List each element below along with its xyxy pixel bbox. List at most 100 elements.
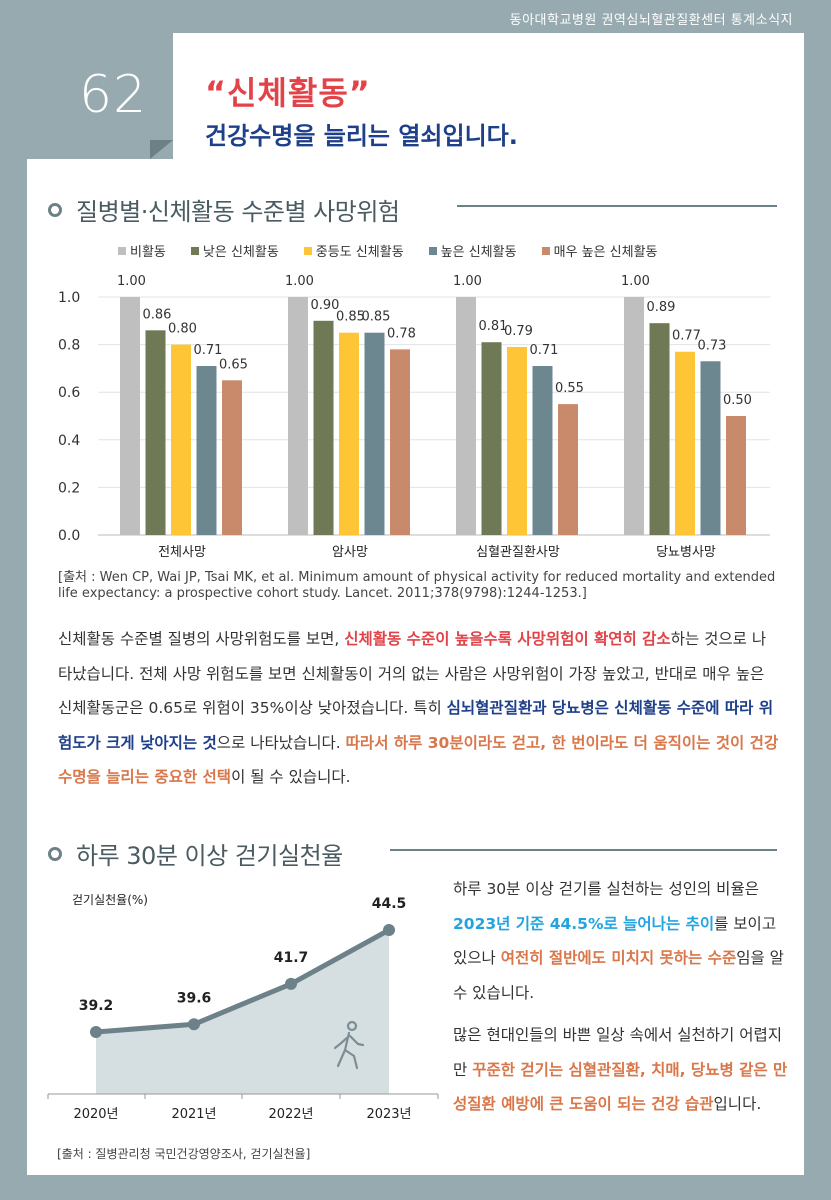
x-category-label: 2021년	[171, 1107, 216, 1122]
legend-label: 높은 신체활동	[440, 245, 517, 260]
body-text: 하루 30분 이상 걷기를 실천하는 성인의 비율은	[453, 880, 759, 898]
head-shape	[346, 1020, 358, 1032]
bar-value-label: 0.81	[479, 319, 508, 334]
bar	[364, 332, 385, 535]
legend-item: 낮은 신체활동	[190, 241, 279, 260]
bar	[390, 349, 410, 535]
bar-value-label: 0.77	[672, 329, 701, 344]
bar-value-label: 0.71	[194, 343, 223, 358]
legend-item: 중등도 신체활동	[303, 241, 404, 260]
data-value-label: 41.7	[274, 950, 309, 966]
y-tick-label: 0.0	[58, 528, 80, 544]
bar-value-label: 0.89	[647, 300, 676, 315]
x-category-label: 2022년	[268, 1107, 313, 1122]
bar-value-label: 1.00	[285, 274, 314, 289]
bar	[313, 320, 334, 535]
bar-value-label: 0.55	[555, 381, 584, 396]
bar-value-label: 0.85	[362, 310, 391, 325]
bar-value-label: 0.65	[219, 357, 248, 372]
data-value-label: 39.2	[79, 998, 114, 1014]
bar	[288, 297, 308, 535]
bar-value-label: 0.90	[311, 298, 340, 313]
mortality-bar-chart: 0.00.20.40.60.81.01.000.860.800.710.65전체…	[58, 274, 770, 560]
bar	[222, 380, 242, 535]
x-category-label: 전체사망	[158, 545, 206, 560]
bar	[481, 342, 502, 535]
body-text: 를 보이고 있으나	[453, 914, 777, 968]
highlight-text: 신체활동 수준이 높을수록 사망위험이 확연히 감소	[344, 630, 671, 648]
x-category-label: 2020년	[73, 1107, 118, 1122]
bar	[675, 351, 695, 535]
section2-heading: 하루 30분 이상 걷기실천율	[48, 836, 343, 871]
bar	[339, 332, 359, 535]
section1-rule	[457, 205, 777, 207]
body-text: 이 될 수 있습니다.	[231, 768, 351, 786]
data-point	[285, 977, 297, 990]
main-subtitle: 건강수명을 늘리는 열쇠입니다.	[205, 122, 518, 150]
section2-title: 하루 30분 이상 걷기실천율	[76, 842, 343, 870]
legend-swatch	[303, 246, 312, 255]
bar	[726, 416, 746, 535]
body-text: 임을 알 수 있습니다.	[453, 949, 784, 1002]
x-category-label: 2023년	[366, 1107, 411, 1122]
y-tick-label: 1.0	[58, 290, 80, 306]
highlight-text: 꾸준한 걷기는 심혈관질환, 치매, 당뇨병 같은 만성질환 예방에 큰 도움이…	[453, 1060, 788, 1114]
highlight-text: 2023년 기준 44.5%로 늘어나는 추이	[453, 914, 715, 933]
x-category-label: 암사망	[332, 545, 368, 560]
x-category-label: 심혈관질환사망	[476, 545, 560, 560]
highlight-text: 심뇌혈관질환과 당뇨병은 신체활동 수준에 따라 위험도가 크게 낮아지는 것	[58, 699, 774, 752]
legend-swatch	[428, 246, 437, 255]
body-text: 많은 현대인들의 바쁜 일상 속에서 실천하기 어렵지만	[453, 1026, 783, 1079]
page-sheet	[27, 33, 804, 1175]
y-axis-label: 걷기실천율(%)	[72, 892, 148, 907]
body-shape	[333, 1031, 365, 1070]
bar	[700, 361, 721, 535]
highlight-text: 따라서 하루 30분이라도 걷고, 한 번이라도 더 움직이는 것이 건강수명을…	[58, 733, 779, 787]
bar	[532, 366, 553, 535]
y-tick-label: 0.2	[58, 480, 80, 496]
page-fold-corner	[150, 140, 173, 159]
chart2-source: [출처 : 질병관리청 국민건강영양조사, 걷기실천율]	[57, 1147, 311, 1161]
bar	[120, 297, 140, 535]
bullet-icon	[48, 846, 62, 861]
chart1-source: [출처 : Wen CP, Wai JP, Tsai MK, et al. Mi…	[58, 570, 776, 601]
bullet-icon	[48, 202, 62, 217]
legend-label: 비활동	[130, 245, 166, 260]
data-point	[188, 1018, 200, 1031]
paragraph-3: 많은 현대인들의 바쁜 일상 속에서 실천하기 어렵지만 꾸준한 걷기는 심혈관…	[453, 1018, 793, 1122]
data-point	[383, 924, 395, 936]
bar	[649, 323, 670, 535]
legend-label: 매우 높은 신체활동	[553, 245, 658, 260]
bar-value-label: 0.86	[143, 307, 172, 322]
y-tick-label: 0.4	[58, 433, 80, 449]
x-category-label: 당뇨병사망	[656, 545, 716, 560]
main-title: “신체활동”	[205, 74, 371, 112]
y-tick-label: 0.8	[58, 338, 80, 354]
data-point	[90, 1026, 102, 1038]
legend-swatch	[118, 246, 126, 255]
series-line	[95, 927, 391, 1035]
top-strip: 동아대학교병원 권역심뇌혈관질환센터 통계소식지	[0, 0, 831, 33]
legend-item: 비활동	[118, 241, 166, 260]
bar-value-label: 0.71	[530, 343, 559, 358]
walking-person-icon	[333, 1020, 365, 1070]
body-text: 입니다.	[713, 1095, 762, 1113]
legend-item: 매우 높은 신체활동	[541, 241, 658, 260]
body-text: 으로 나타났습니다.	[216, 733, 346, 752]
publisher-label: 동아대학교병원 권역심뇌혈관질환센터 통계소식지	[509, 13, 793, 28]
paragraph-1: 신체활동 수준별 질병의 사망위험도를 보면, 신체활동 수준이 높을수록 사망…	[58, 622, 780, 795]
bar	[196, 366, 217, 535]
body-text: 신체활동 수준별 질병의 사망위험도를 보면,	[58, 630, 345, 648]
legend-swatch	[190, 246, 199, 255]
section1-heading: 질병별·신체활동 수준별 사망위험	[48, 192, 400, 227]
walking-rate-chart: 39.2 39.6 41.7 44.5 2020년 2021년 2022년 2023년 걷기실천…	[47, 892, 439, 1122]
bar-value-label: 0.80	[168, 322, 197, 337]
bar-value-label: 0.73	[698, 338, 727, 353]
bar	[456, 297, 476, 535]
data-value-label: 39.6	[177, 990, 212, 1006]
section2-rule	[390, 849, 777, 851]
issue-number-box: 62	[27, 33, 173, 159]
legend-label: 낮은 신체활동	[202, 245, 279, 260]
issue-number: 62	[79, 65, 148, 125]
bar	[171, 344, 191, 535]
